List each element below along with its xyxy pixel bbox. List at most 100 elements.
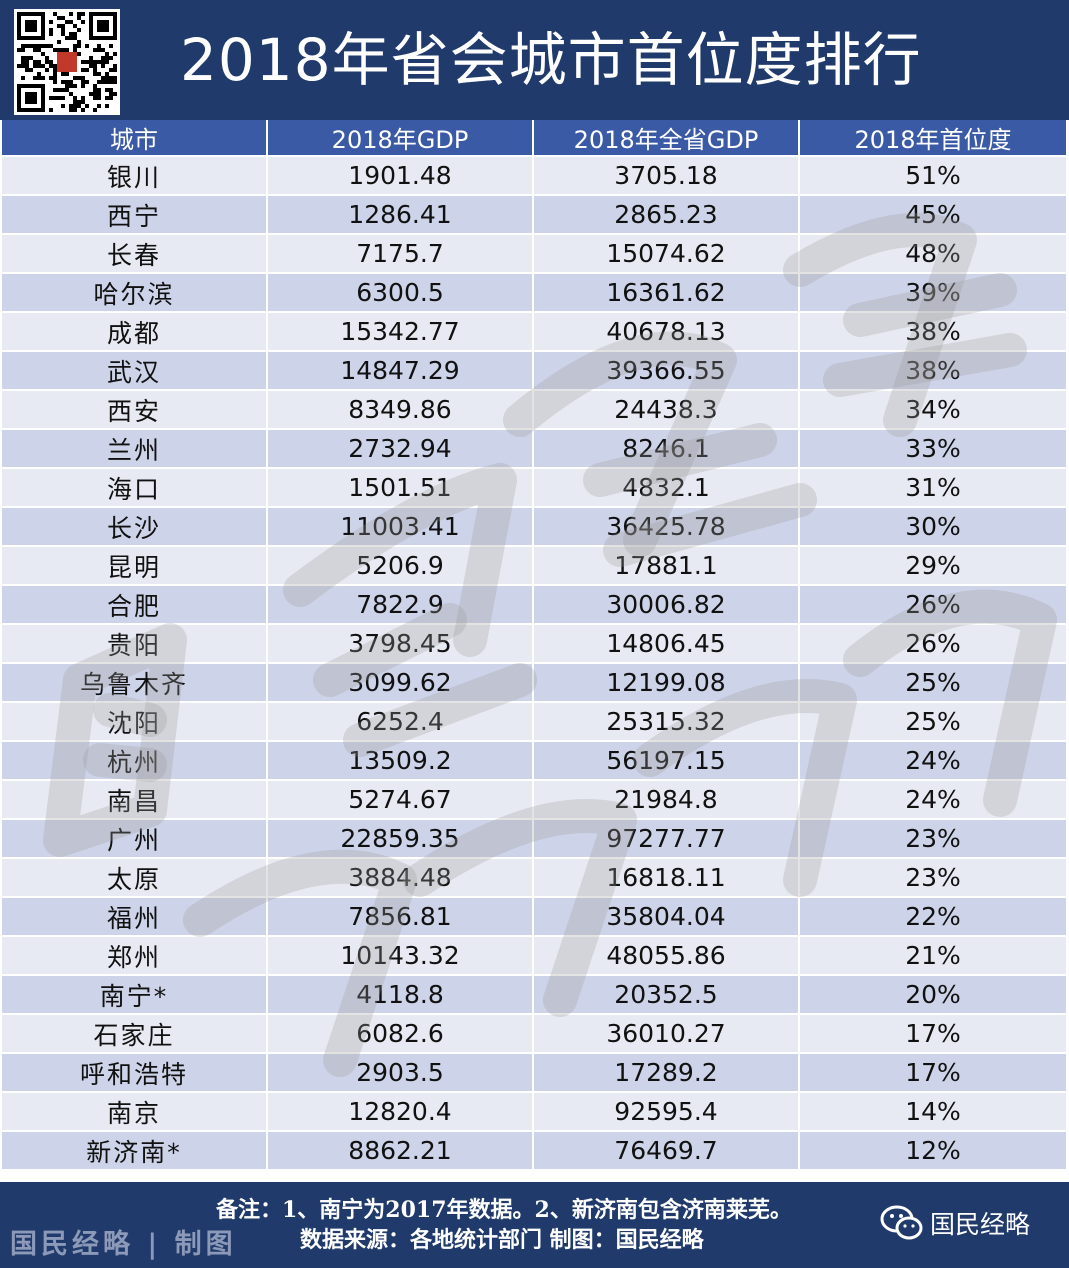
qr-code-icon[interactable] xyxy=(14,9,120,115)
cell-primacy: 20% xyxy=(799,974,1066,1014)
cell-city: 南宁* xyxy=(2,974,268,1014)
cell-gdp: 15342.77 xyxy=(267,311,534,351)
cell-city: 哈尔滨 xyxy=(2,272,268,312)
wechat-account[interactable]: 国民经略 xyxy=(880,1204,1030,1242)
cell-gdp: 6300.5 xyxy=(267,272,534,312)
cell-city: 西安 xyxy=(2,389,268,429)
cell-province-gdp: 21984.8 xyxy=(533,779,800,819)
cell-province-gdp: 48055.86 xyxy=(533,935,800,975)
cell-city: 海口 xyxy=(2,467,268,507)
cell-gdp: 2732.94 xyxy=(267,428,534,468)
cell-primacy: 26% xyxy=(799,623,1066,663)
table-row: 沈阳 6252.4 25315.32 25% xyxy=(2,701,1066,741)
cell-gdp: 6252.4 xyxy=(267,701,534,741)
cell-city: 呼和浩特 xyxy=(2,1052,268,1092)
column-header-primacy: 2018年首位度 xyxy=(799,120,1066,156)
cell-province-gdp: 2865.23 xyxy=(533,194,800,234)
table-row: 银川 1901.48 3705.18 51% xyxy=(2,155,1066,195)
wechat-icon xyxy=(880,1205,923,1240)
cell-gdp: 1901.48 xyxy=(267,155,534,195)
cell-primacy: 12% xyxy=(799,1130,1066,1169)
cell-province-gdp: 20352.5 xyxy=(533,974,800,1014)
cell-city: 西宁 xyxy=(2,194,268,234)
cell-province-gdp: 40678.13 xyxy=(533,311,800,351)
cell-gdp: 5206.9 xyxy=(267,545,534,585)
column-header-gdp: 2018年GDP xyxy=(267,120,534,156)
cell-gdp: 14847.29 xyxy=(267,350,534,390)
table-row: 西宁 1286.41 2865.23 45% xyxy=(2,194,1066,234)
table-row: 长春 7175.7 15074.62 48% xyxy=(2,233,1066,273)
table-row: 昆明 5206.9 17881.1 29% xyxy=(2,545,1066,585)
cell-gdp: 1501.51 xyxy=(267,467,534,507)
cell-gdp: 1286.41 xyxy=(267,194,534,234)
header-banner: 2018年省会城市首位度排行 xyxy=(0,0,1069,120)
cell-primacy: 21% xyxy=(799,935,1066,975)
table-row: 太原 3884.48 16818.11 23% xyxy=(2,857,1066,897)
cell-city: 新济南* xyxy=(2,1130,268,1169)
cell-primacy: 45% xyxy=(799,194,1066,234)
cell-province-gdp: 56197.15 xyxy=(533,740,800,780)
cell-province-gdp: 8246.1 xyxy=(533,428,800,468)
footer-source: 数据来源：各地统计部门 制图：国民经略 xyxy=(300,1227,704,1253)
table-row: 海口 1501.51 4832.1 31% xyxy=(2,467,1066,507)
table-row: 兰州 2732.94 8246.1 33% xyxy=(2,428,1066,468)
cell-province-gdp: 24438.3 xyxy=(533,389,800,429)
cell-gdp: 7175.7 xyxy=(267,233,534,273)
cell-gdp: 11003.41 xyxy=(267,506,534,546)
cell-primacy: 31% xyxy=(799,467,1066,507)
cell-province-gdp: 17881.1 xyxy=(533,545,800,585)
table-row: 南宁* 4118.8 20352.5 20% xyxy=(2,974,1066,1014)
cell-province-gdp: 36425.78 xyxy=(533,506,800,546)
table-row: 广州 22859.35 97277.77 23% xyxy=(2,818,1066,858)
cell-primacy: 24% xyxy=(799,779,1066,819)
table-row: 杭州 13509.2 56197.15 24% xyxy=(2,740,1066,780)
cell-primacy: 30% xyxy=(799,506,1066,546)
cell-city: 成都 xyxy=(2,311,268,351)
cell-city: 昆明 xyxy=(2,545,268,585)
cell-province-gdp: 17289.2 xyxy=(533,1052,800,1092)
cell-city: 南昌 xyxy=(2,779,268,819)
table-row: 贵阳 3798.45 14806.45 26% xyxy=(2,623,1066,663)
table-header-row: 城市 2018年GDP 2018年全省GDP 2018年首位度 xyxy=(2,120,1066,156)
cell-city: 贵阳 xyxy=(2,623,268,663)
table-row: 呼和浩特 2903.5 17289.2 17% xyxy=(2,1052,1066,1092)
cell-city: 石家庄 xyxy=(2,1013,268,1053)
cell-gdp: 4118.8 xyxy=(267,974,534,1014)
cell-gdp: 7822.9 xyxy=(267,584,534,624)
cell-gdp: 12820.4 xyxy=(267,1091,534,1131)
cell-province-gdp: 35804.04 xyxy=(533,896,800,936)
cell-gdp: 10143.32 xyxy=(267,935,534,975)
cell-gdp: 8349.86 xyxy=(267,389,534,429)
column-header-city: 城市 xyxy=(2,120,268,156)
footer-note: 备注：1、南宁为2017年数据。2、新济南包含济南莱芜。 xyxy=(216,1197,792,1223)
cell-primacy: 17% xyxy=(799,1013,1066,1053)
cell-primacy: 24% xyxy=(799,740,1066,780)
cell-city: 长春 xyxy=(2,233,268,273)
cell-province-gdp: 97277.77 xyxy=(533,818,800,858)
cell-city: 银川 xyxy=(2,155,268,195)
cell-primacy: 26% xyxy=(799,584,1066,624)
table-row: 南昌 5274.67 21984.8 24% xyxy=(2,779,1066,819)
footer-brand: 国民经略 | 制图 xyxy=(10,1229,237,1260)
cell-province-gdp: 39366.55 xyxy=(533,350,800,390)
cell-province-gdp: 16361.62 xyxy=(533,272,800,312)
table-row: 西安 8349.86 24438.3 34% xyxy=(2,389,1066,429)
column-header-province-gdp: 2018年全省GDP xyxy=(533,120,800,156)
cell-gdp: 2903.5 xyxy=(267,1052,534,1092)
cell-gdp: 3798.45 xyxy=(267,623,534,663)
cell-gdp: 5274.67 xyxy=(267,779,534,819)
table-row: 合肥 7822.9 30006.82 26% xyxy=(2,584,1066,624)
cell-primacy: 25% xyxy=(799,662,1066,702)
cell-gdp: 13509.2 xyxy=(267,740,534,780)
cell-primacy: 17% xyxy=(799,1052,1066,1092)
table-row: 石家庄 6082.6 36010.27 17% xyxy=(2,1013,1066,1053)
cell-primacy: 25% xyxy=(799,701,1066,741)
cell-province-gdp: 30006.82 xyxy=(533,584,800,624)
table-row: 郑州 10143.32 48055.86 21% xyxy=(2,935,1066,975)
cell-primacy: 51% xyxy=(799,155,1066,195)
table-body: 银川 1901.48 3705.18 51% 西宁 1286.41 2865.23 45% 长春… xyxy=(2,155,1066,1169)
cell-gdp: 8862.21 xyxy=(267,1130,534,1169)
cell-province-gdp: 16818.11 xyxy=(533,857,800,897)
footer-banner: 国民经略 | 制图 备注：1、南宁为2017年数据。2、新济南包含济南莱芜。 数… xyxy=(0,1182,1069,1268)
wechat-label: 国民经略 xyxy=(930,1210,1031,1239)
